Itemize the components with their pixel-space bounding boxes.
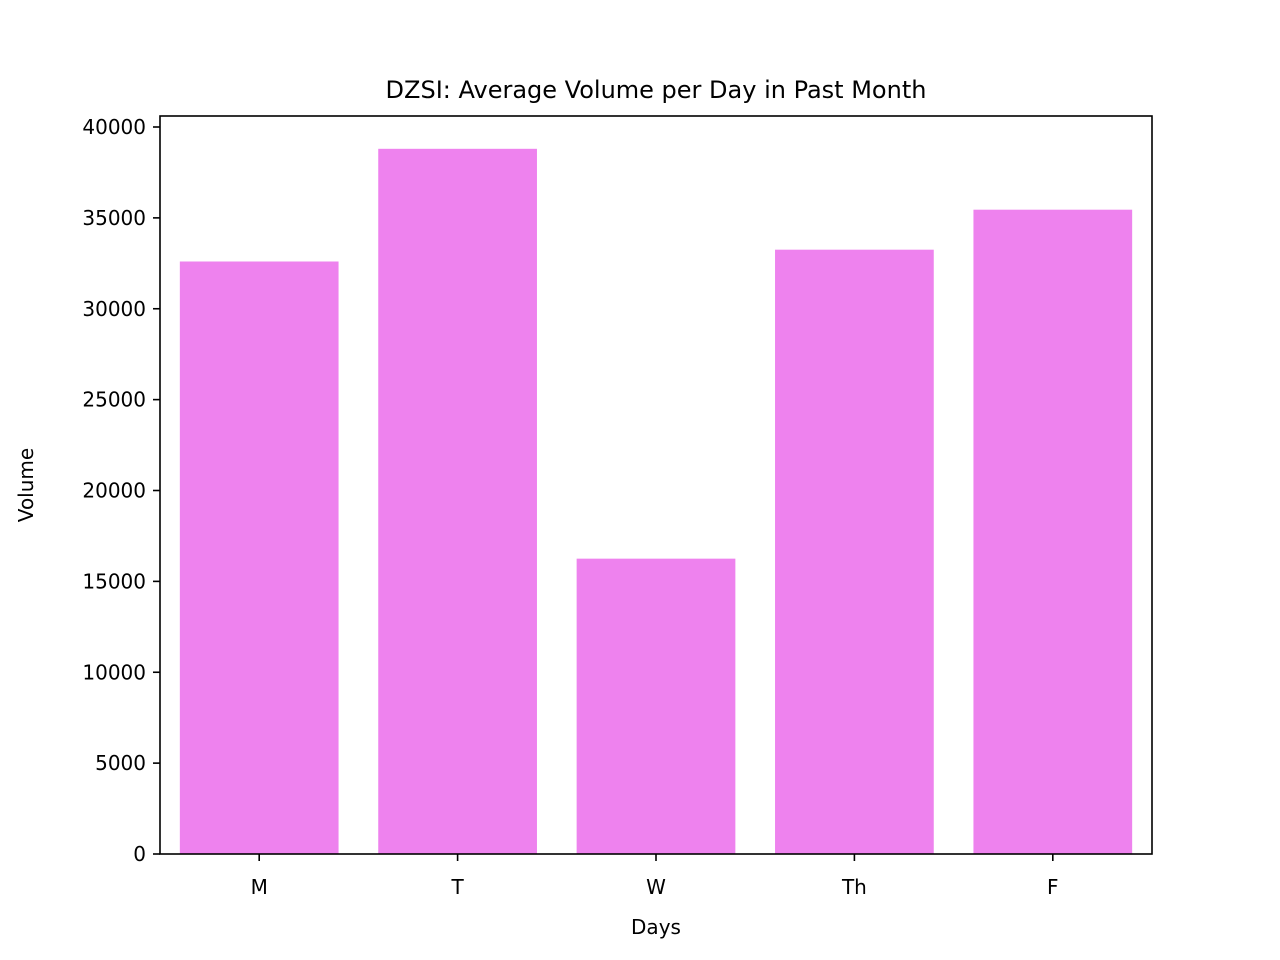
x-tick-label: F [1047, 875, 1059, 899]
x-tick-label: M [251, 875, 268, 899]
y-tick-label: 20000 [82, 479, 146, 503]
bars-layer [179, 148, 1133, 855]
y-tick-label: 5000 [95, 751, 146, 775]
bar-th [775, 249, 934, 854]
y-tick-label: 0 [133, 842, 146, 866]
bar-t [378, 148, 537, 854]
y-axis-label: Volume [14, 448, 38, 522]
y-axis: 0 5000 10000 15000 20000 25000 30000 35000 40000 [82, 115, 160, 866]
y-tick-label: 30000 [82, 297, 146, 321]
y-tick-label: 25000 [82, 388, 146, 412]
x-axis: M T W Th F [251, 854, 1059, 899]
chart-title: DZSI: Average Volume per Day in Past Mon… [386, 76, 927, 104]
x-tick-label: W [646, 875, 666, 899]
bar-f [973, 209, 1133, 855]
y-tick-label: 10000 [82, 660, 146, 684]
y-tick-label: 15000 [82, 569, 146, 593]
plot-frame [159, 115, 1153, 855]
x-tick-label: T [450, 875, 464, 899]
y-tick-label: 35000 [82, 206, 146, 230]
bar-m [179, 261, 339, 854]
bar-w [576, 558, 736, 854]
y-tick-label: 40000 [82, 115, 146, 139]
x-axis-label: Days [631, 915, 681, 939]
x-tick-label: Th [841, 875, 867, 899]
